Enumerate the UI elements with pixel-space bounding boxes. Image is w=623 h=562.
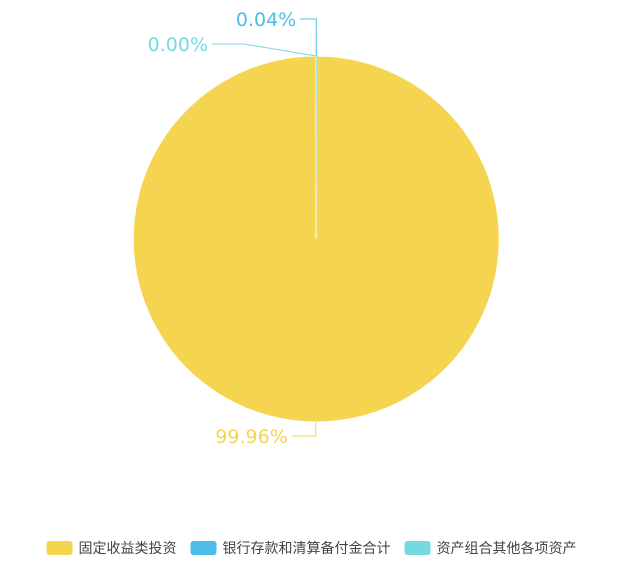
legend-swatch — [190, 541, 217, 555]
leader-line-1 — [291, 421, 317, 437]
legend-label: 固定收益类投资 — [79, 541, 177, 557]
legend-label: 资产组合其他各项资产 — [437, 541, 577, 557]
pie-slice-1 — [132, 55, 500, 423]
legend-item-3[interactable]: 资产组合其他各项资产 — [404, 541, 577, 557]
legend-swatch — [404, 541, 431, 555]
slice-labels: 99.96% 0.04% 0.00% — [148, 9, 297, 448]
legend-item-2[interactable]: 银行存款和清算备付金合计 — [190, 540, 391, 557]
slice-label-3: 0.00% — [148, 34, 208, 56]
slice-label-1: 99.96% — [215, 426, 287, 448]
legend-label: 银行存款和清算备付金合计 — [223, 540, 391, 557]
leader-line-2 — [300, 18, 317, 57]
legend: 固定收益类投资 银行存款和清算备付金合计 资产组合其他各项资产 — [46, 540, 577, 557]
pie-slices — [132, 55, 500, 423]
leader-lines — [212, 18, 317, 437]
legend-item-1[interactable]: 固定收益类投资 — [46, 541, 177, 557]
leader-line-3 — [212, 43, 317, 57]
slice-label-2: 0.04% — [236, 9, 296, 31]
legend-swatch — [46, 541, 73, 555]
